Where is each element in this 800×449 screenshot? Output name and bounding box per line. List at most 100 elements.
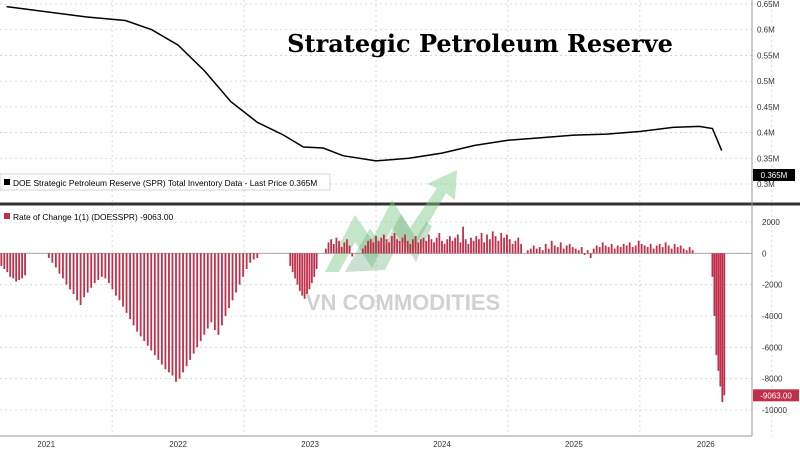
bar xyxy=(658,243,661,254)
bar xyxy=(435,237,438,254)
bar xyxy=(291,253,294,273)
bar xyxy=(723,253,726,396)
top-legend-box xyxy=(0,173,331,191)
bar xyxy=(520,243,523,254)
bar xyxy=(480,232,483,254)
bar xyxy=(143,253,146,342)
bar xyxy=(104,253,107,279)
bar xyxy=(667,245,670,254)
bar xyxy=(448,236,451,254)
bar xyxy=(132,253,135,326)
bar xyxy=(129,253,131,320)
bar xyxy=(404,234,406,254)
bar xyxy=(637,240,640,254)
bar xyxy=(6,253,9,273)
bar xyxy=(676,247,679,254)
bar xyxy=(146,253,149,346)
bottom-y-tick-label: -6000 xyxy=(762,343,783,352)
bar xyxy=(210,253,213,323)
bottom-y-tick-label: -2000 xyxy=(762,281,783,290)
bar xyxy=(330,239,333,254)
bar xyxy=(427,234,430,254)
bar xyxy=(115,253,117,296)
bar xyxy=(385,239,388,254)
bar xyxy=(76,253,78,301)
bar xyxy=(343,242,346,254)
bar xyxy=(9,253,12,277)
bar xyxy=(430,239,433,254)
bar xyxy=(221,253,223,326)
bar xyxy=(160,253,163,365)
bar xyxy=(217,253,220,335)
bar xyxy=(565,245,568,254)
bar xyxy=(589,253,592,259)
bar xyxy=(506,234,508,254)
bar xyxy=(586,250,589,254)
bar xyxy=(640,243,643,254)
bar xyxy=(296,253,299,285)
bar xyxy=(462,226,464,254)
bar xyxy=(532,245,535,254)
bar xyxy=(93,253,96,284)
last-value-top-badge xyxy=(753,169,795,181)
bar xyxy=(607,247,610,254)
bar xyxy=(18,253,21,280)
bar xyxy=(691,250,694,254)
bottom-y-tick-label: 0 xyxy=(762,249,767,258)
last-value-bottom-text: -9063.00 xyxy=(760,391,792,400)
bottom-legend-swatch xyxy=(4,213,10,219)
bar xyxy=(538,247,541,254)
bar xyxy=(361,248,364,254)
bar xyxy=(86,253,89,293)
bar xyxy=(443,243,446,254)
bar xyxy=(419,239,422,254)
bar xyxy=(90,253,93,288)
bar xyxy=(100,253,103,277)
bar xyxy=(396,239,399,254)
bar xyxy=(721,253,724,403)
bar xyxy=(425,240,428,254)
bar xyxy=(58,253,61,274)
bar xyxy=(289,253,292,266)
bar xyxy=(235,253,237,293)
bar xyxy=(464,239,467,254)
bar xyxy=(664,242,667,254)
bar xyxy=(346,239,348,254)
top-y-ticks: 0.65M 0.6M 0.55M 0.5M 0.45M 0.4M 0.35M 0.3M xyxy=(757,0,780,189)
top-legend-swatch xyxy=(4,179,10,185)
bottom-y-tick-label: -10000 xyxy=(762,406,787,415)
bar xyxy=(497,240,500,254)
bar xyxy=(15,253,18,282)
x-tick-label: 2021 xyxy=(37,440,55,449)
bar xyxy=(713,253,716,316)
bar xyxy=(228,253,230,309)
bar xyxy=(616,245,619,254)
bar xyxy=(488,239,491,254)
bar xyxy=(107,253,110,284)
bar xyxy=(541,250,544,254)
bar xyxy=(171,253,174,376)
bar xyxy=(601,242,604,254)
bar xyxy=(503,237,505,254)
bar xyxy=(238,253,241,285)
bar xyxy=(688,247,691,254)
bar xyxy=(486,234,488,254)
x-tick-label: 2023 xyxy=(301,440,319,449)
bar xyxy=(719,253,722,387)
bar xyxy=(231,253,234,301)
bar xyxy=(456,234,459,254)
top-y-tick-label: 0.4M xyxy=(757,129,775,138)
bar xyxy=(348,245,351,254)
bar xyxy=(175,253,177,382)
bar xyxy=(157,253,160,360)
bar xyxy=(414,236,417,254)
bar xyxy=(472,240,475,254)
bar xyxy=(574,248,577,254)
bar xyxy=(398,240,401,254)
x-tick-label: 2022 xyxy=(169,440,187,449)
bar xyxy=(679,245,682,254)
bar xyxy=(470,237,472,254)
bar xyxy=(652,248,655,254)
x-ticks: 2021 2022 2023 2024 2025 2026 xyxy=(37,440,715,449)
bar xyxy=(715,253,718,356)
